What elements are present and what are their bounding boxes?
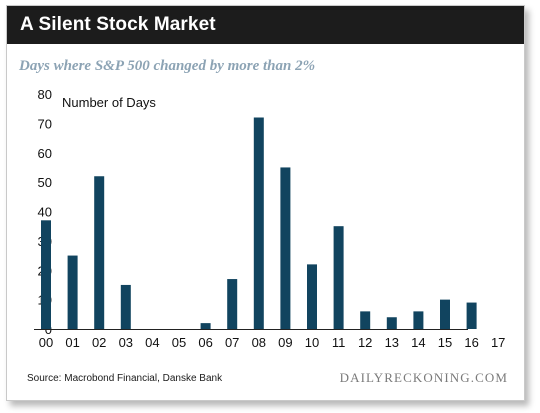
chart-title: A Silent Stock Market bbox=[20, 14, 216, 35]
x-tick-label: 08 bbox=[252, 335, 266, 350]
bar-10 bbox=[307, 264, 317, 329]
bar-08 bbox=[253, 117, 264, 329]
chart-card: A Silent Stock Market Days where S&P 500… bbox=[6, 5, 525, 401]
y-tick-label: 70 bbox=[38, 116, 52, 131]
y-tick-label: 40 bbox=[38, 205, 52, 220]
x-tick-label: 15 bbox=[438, 335, 452, 350]
bar-09 bbox=[280, 167, 291, 329]
bar-16 bbox=[466, 302, 477, 329]
source-note: Source: Macrobond Financial, Danske Bank bbox=[27, 373, 223, 384]
bar-07 bbox=[227, 279, 238, 329]
y-tick-label: 80 bbox=[38, 87, 52, 102]
x-tick-label: 17 bbox=[491, 335, 505, 350]
x-tick-label: 07 bbox=[225, 335, 239, 350]
x-tick-label: 05 bbox=[172, 335, 186, 350]
x-tick-label: 11 bbox=[332, 335, 346, 350]
x-tick-label: 00 bbox=[39, 335, 53, 350]
x-tick-label: 12 bbox=[358, 335, 372, 350]
x-axis-ticks: 00 01 02 03 04 05 06 07 08 09 10 11 12 13 14 15 16 17 bbox=[39, 335, 506, 350]
x-tick-label: 02 bbox=[92, 335, 106, 350]
y-tick-label: 60 bbox=[38, 146, 52, 161]
bar-06 bbox=[200, 323, 211, 329]
bar-12 bbox=[360, 311, 371, 329]
title-bar: A Silent Stock Market bbox=[7, 6, 524, 44]
bar-11 bbox=[333, 226, 344, 329]
x-tick-label: 10 bbox=[305, 335, 319, 350]
bars-group bbox=[41, 117, 477, 329]
bar-01 bbox=[67, 255, 78, 329]
y-axis-label: Number of Days bbox=[62, 95, 156, 110]
bar-02 bbox=[94, 176, 105, 329]
x-tick-label: 09 bbox=[278, 335, 292, 350]
x-tick-label: 13 bbox=[385, 335, 399, 350]
bar-03 bbox=[120, 284, 131, 329]
x-tick-label: 04 bbox=[145, 335, 159, 350]
bar-15 bbox=[440, 299, 450, 329]
bar-00 bbox=[41, 220, 51, 329]
bar-13 bbox=[386, 317, 397, 329]
x-tick-label: 14 bbox=[411, 335, 425, 350]
y-tick-label: 50 bbox=[38, 175, 52, 190]
x-tick-label: 01 bbox=[65, 335, 79, 350]
chart-subtitle: Days where S&P 500 changed by more than … bbox=[19, 58, 316, 74]
x-tick-label: 06 bbox=[198, 335, 212, 350]
bar-14 bbox=[413, 311, 424, 329]
x-tick-label: 03 bbox=[119, 335, 133, 350]
brand-watermark: DAILYRECKONING.COM bbox=[339, 370, 508, 385]
x-tick-label: 16 bbox=[464, 335, 478, 350]
